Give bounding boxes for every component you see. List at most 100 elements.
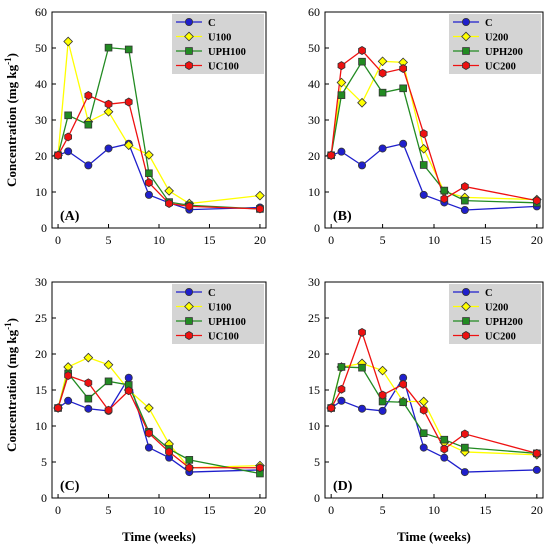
legend-label-a-uph100: UPH100: [208, 47, 246, 58]
data-point-b-u200-1: [336, 77, 347, 88]
data-point-a-u100-6: [164, 186, 174, 196]
data-point-b-uc200-2: [358, 46, 366, 55]
y-tick-label-a-3: 30: [35, 113, 47, 127]
x-tick-label-a-0: 0: [55, 233, 61, 247]
data-point-a-uph100-3: [104, 43, 113, 52]
chart-panel-b: 0 10 20 30 40 50 60 0 5 10 15 20 (B) C U200 UPH200 UC200: [308, 5, 544, 247]
data-point-b-u200-3: [377, 56, 388, 67]
data-point-a-uc100-2: [84, 91, 93, 100]
data-point-d-c-5: [419, 443, 428, 452]
data-point-c-u100-3: [103, 359, 114, 370]
panel-label-c: (C): [60, 479, 80, 494]
y-tick-label-c-1: 5: [41, 455, 47, 469]
legend-label-b-uc200: UC200: [485, 62, 516, 73]
data-point-a-u100-3: [103, 106, 114, 117]
series-line-a-uc100: [57, 94, 260, 210]
y-tick-label-d-0: 0: [314, 491, 320, 505]
data-point-d-uph200-5: [419, 429, 428, 437]
data-point-c-c-5: [144, 443, 153, 452]
legend-marker-d-uc200: [462, 331, 470, 340]
y-tick-label-b-5: 50: [308, 41, 320, 55]
legend-marker-b-c: [461, 17, 470, 26]
chart-panel-d: 0 5 10 15 20 25 30 0 5 10 15 20 (D) C U200 UPH200 UC200: [308, 275, 544, 517]
data-point-a-c-2: [84, 161, 93, 170]
chart-panel-c: 0 5 10 15 20 25 30 0 5 10 15 20 (C) C U100 UPH100 UC100: [35, 275, 267, 517]
data-point-d-uc200-2: [358, 327, 366, 337]
y-tick-label-a-4: 40: [35, 77, 47, 91]
data-point-c-uc100-3: [104, 405, 113, 415]
x-tick-label-c-0: 0: [55, 503, 61, 517]
x-tick-label-b-1: 5: [380, 233, 386, 247]
legend-marker-b-uph200: [462, 47, 470, 55]
legend-label-c-u100: U100: [208, 303, 231, 314]
data-point-a-c-5: [144, 190, 153, 199]
x-axis-label-left: Time (weeks): [122, 529, 196, 544]
data-point-d-uc200-3: [378, 390, 387, 400]
y-tick-label-d-4: 20: [308, 347, 320, 361]
legend-marker-d-c: [461, 287, 470, 296]
legend-label-d-uc200: UC200: [485, 332, 516, 343]
series-line-b-u200: [330, 60, 537, 201]
legend-marker-d-uph200: [462, 317, 470, 325]
legend-label-b-u200: U200: [485, 33, 508, 44]
legend-marker-a-uph100: [185, 47, 193, 55]
y-tick-label-b-0: 0: [314, 221, 320, 235]
data-point-d-uc200-0: [327, 403, 336, 413]
data-point-a-uph100-5: [145, 169, 153, 178]
legend-label-c-uc100: UC100: [208, 332, 239, 343]
legend-label-a-c: C: [208, 18, 216, 29]
x-tick-label-d-4: 20: [531, 503, 543, 517]
y-tick-label-c-0: 0: [41, 491, 47, 505]
y-tick-label-a-6: 60: [35, 5, 47, 19]
data-point-b-c-4: [399, 139, 408, 148]
x-tick-label-a-1: 5: [106, 233, 112, 247]
data-point-b-c-1: [337, 147, 346, 156]
data-point-a-c-1: [64, 147, 73, 156]
x-tick-label-c-1: 5: [106, 503, 112, 517]
data-point-c-uc100-8: [256, 463, 264, 473]
data-point-c-uc100-7: [185, 463, 194, 473]
x-tick-label-d-0: 0: [328, 503, 334, 517]
data-point-b-u200-5: [418, 143, 429, 154]
data-point-d-uc200-7: [460, 429, 469, 439]
data-point-d-uc200-6: [440, 444, 449, 454]
data-point-d-uph200-1: [337, 363, 346, 371]
data-point-d-c-2: [358, 404, 367, 413]
data-point-c-uc100-1: [64, 371, 73, 381]
data-point-c-uph100-3: [104, 377, 113, 386]
legend-label-d-uph200: UPH200: [485, 317, 523, 328]
data-point-b-uc200-1: [337, 61, 346, 71]
data-point-b-uph200-3: [378, 88, 387, 97]
legend-label-a-uc100: UC100: [208, 62, 239, 73]
legend-label-d-c: C: [485, 288, 493, 299]
y-tick-label-c-4: 20: [35, 347, 47, 361]
data-point-b-uc200-8: [532, 196, 541, 206]
data-point-b-uc200-4: [399, 64, 408, 73]
data-point-b-uph200-4: [399, 84, 407, 93]
legend-marker-a-uc100: [185, 61, 193, 70]
legend-label-d-u200: U200: [485, 303, 508, 314]
panel-label-a: (A): [60, 209, 80, 224]
x-tick-label-a-3: 15: [203, 233, 215, 247]
y-tick-label-d-3: 15: [308, 383, 320, 397]
x-tick-label-a-2: 10: [153, 233, 165, 247]
x-tick-label-d-1: 5: [380, 503, 386, 517]
x-tick-label-c-2: 10: [153, 503, 165, 517]
data-point-b-u200-2: [357, 97, 367, 108]
series-line-c-uc100: [57, 374, 260, 469]
data-point-d-uph200-7: [461, 443, 469, 452]
data-point-c-uc100-6: [165, 447, 173, 457]
y-tick-label-d-2: 10: [308, 419, 320, 433]
y-tick-label-a-1: 10: [35, 185, 47, 199]
x-tick-label-c-4: 20: [254, 503, 266, 517]
legend-label-c-uph100: UPH100: [208, 317, 246, 328]
data-point-b-uc200-6: [440, 194, 449, 204]
data-point-a-u100-4: [123, 140, 134, 151]
data-point-b-uph200-7: [461, 196, 469, 205]
series-line-d-uc200: [330, 330, 537, 454]
data-point-d-c-3: [378, 406, 387, 415]
y-tick-label-b-6: 60: [308, 5, 320, 19]
legend-marker-a-c: [184, 17, 193, 26]
data-point-c-c-1: [64, 396, 73, 405]
